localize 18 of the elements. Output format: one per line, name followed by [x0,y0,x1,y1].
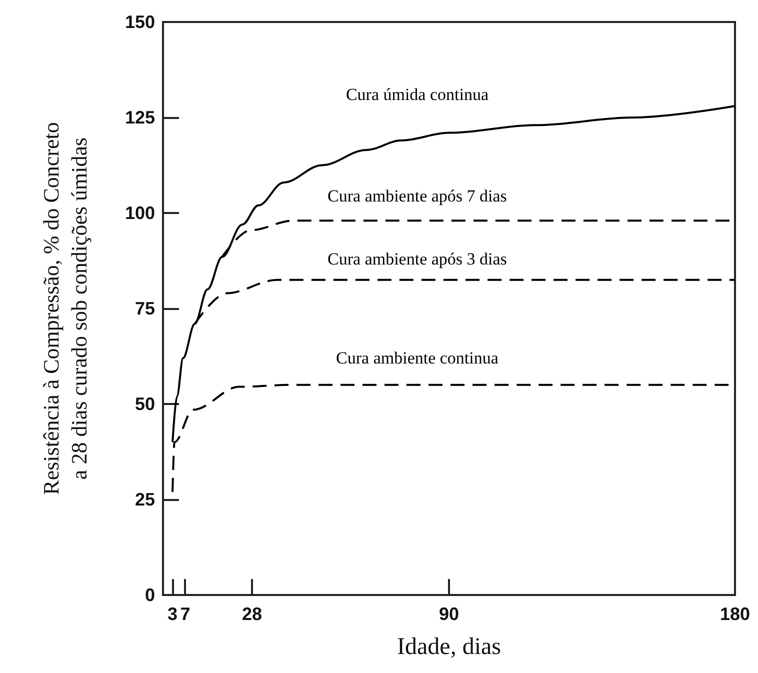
y-tick-label: 100 [124,203,155,223]
y-tick-label: 25 [134,490,155,510]
y-tick-label: 0 [144,585,155,605]
y-tick-label: 150 [124,12,155,32]
y-tick-label: 125 [124,108,155,128]
y-tick-label: 50 [134,394,155,414]
series-label: Cura ambiente após 7 dias [328,186,507,206]
x-tick-label: 90 [438,604,460,624]
x-tick-label: 3 [168,604,178,624]
series-label: Cura úmida continua [346,85,489,104]
x-tick-label: 7 [180,604,190,624]
x-axis-title: Idade, dias [397,634,501,660]
y-axis-title: Resistência à Compressão, % do Concreto a 28 dias curado sob condições úmidas [38,122,92,495]
x-tick-label: 28 [242,604,262,624]
series-label: Cura ambiente após 3 dias [328,249,507,268]
y-tick-label: 75 [134,298,155,318]
x-tick-label: 180 [720,604,750,624]
series-label: Cura ambiente continua [336,348,499,368]
